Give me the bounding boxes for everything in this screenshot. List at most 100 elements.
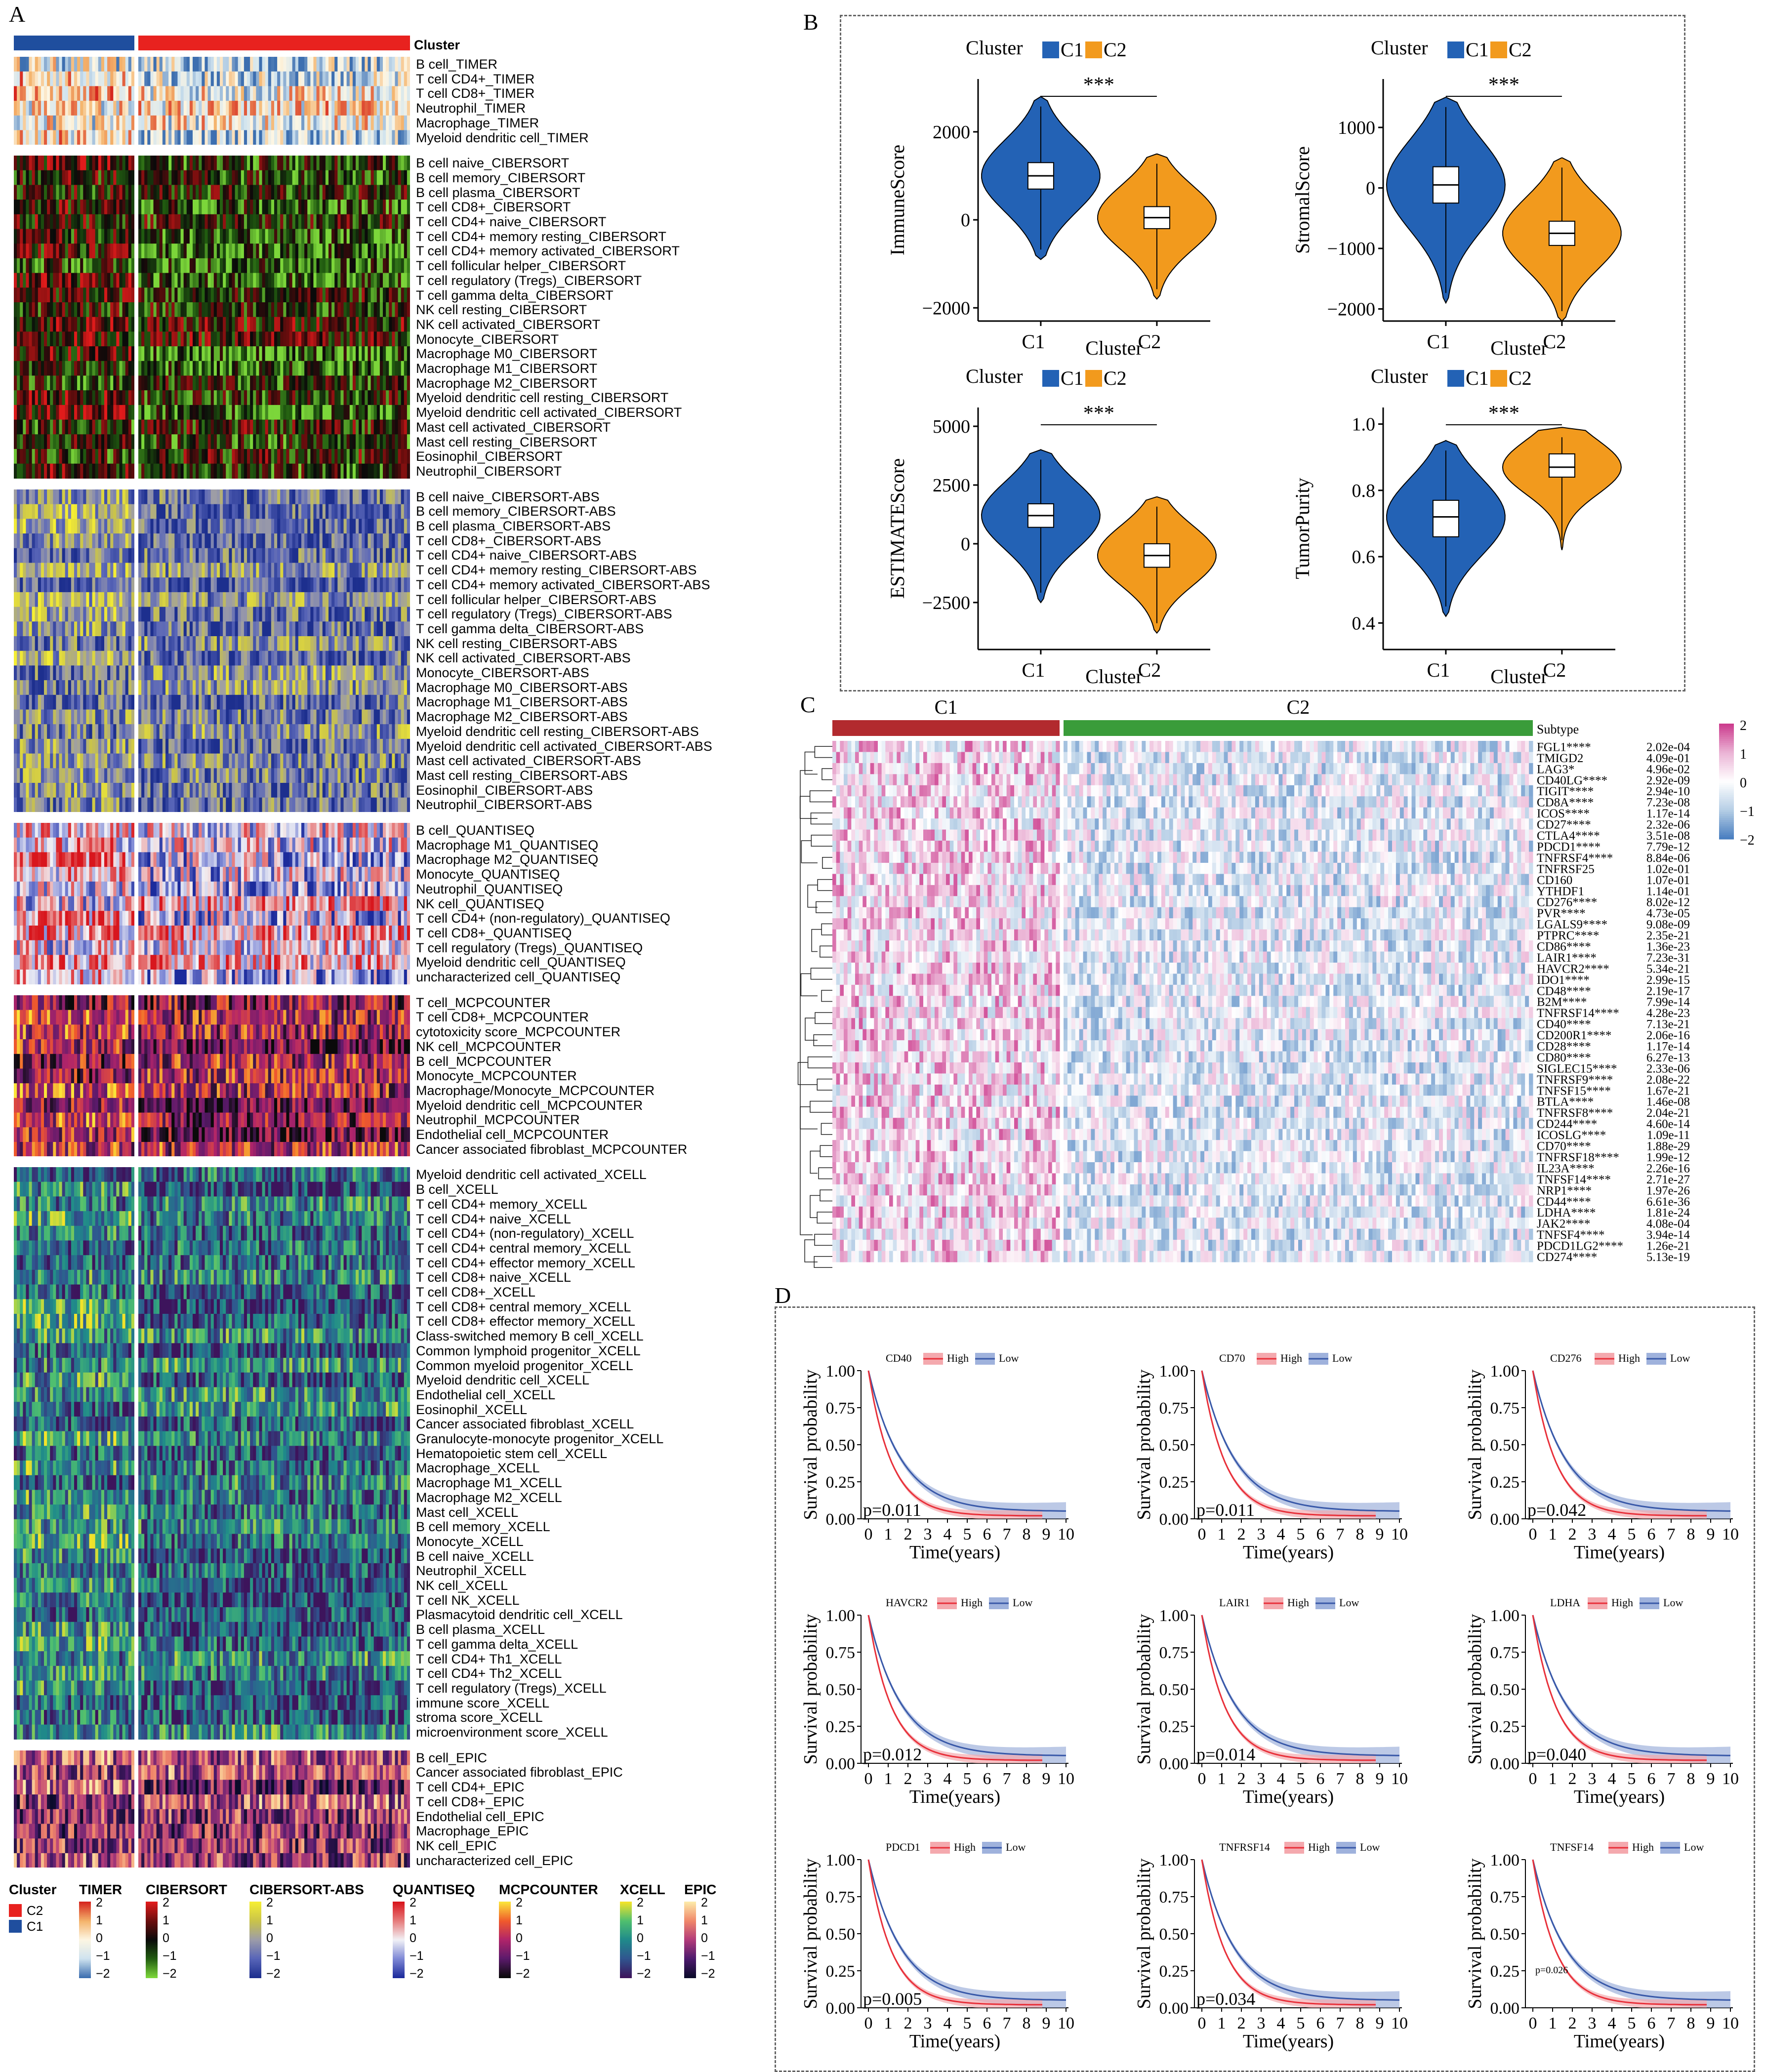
legend-tick: −2: [516, 1967, 530, 1981]
x-tick-label: 7: [1667, 1770, 1676, 1788]
x-tick-label: 8: [1356, 2014, 1364, 2032]
heatmap-row-label: T cell CD8+ effector memory_XCELL: [416, 1314, 635, 1329]
panel-d-letter: D: [775, 1282, 791, 1308]
gene-label: CD44****: [1537, 1195, 1591, 1209]
heatmap-row-label: B cell_MCPCOUNTER: [416, 1054, 552, 1069]
violin-legend-c1: C1: [1061, 367, 1084, 389]
gene-label: YTHDF1: [1537, 885, 1584, 898]
x-tick-label: 7: [1336, 1525, 1345, 1544]
row-dendrogram: [797, 746, 832, 1268]
y-tick-label: 0.75: [1159, 1399, 1189, 1418]
gene-pvalue: 1.81e-24: [1646, 1206, 1690, 1219]
x-tick-label: 4: [1608, 2014, 1616, 2032]
legend-tick: −2: [163, 1967, 177, 1981]
heatmap-row-label: T cell regulatory (Tregs)_XCELL: [416, 1681, 607, 1696]
survival-plot-tnfrsf14: TNFRSF14 High Low 1.00 0.75 0.50 0.25 0.00 0 1 2 3 4…: [1134, 1841, 1408, 2052]
y-tick-label: 1.00: [1490, 1607, 1520, 1625]
dendrogram-root: [800, 770, 813, 1235]
heatmap-row-label: B cell plasma_CIBERSORT: [416, 185, 580, 200]
heatmap-row-label: NK cell_EPIC: [416, 1838, 497, 1853]
heatmap-row-label: T cell CD8+_CIBERSORT: [416, 200, 571, 214]
legend-low: Low: [1339, 1596, 1359, 1609]
heatmap-row-label: T cell regulatory (Tregs)_QUANTISEQ: [416, 940, 643, 955]
heatmap-row-label: T cell CD8+_MCPCOUNTER: [416, 1010, 589, 1024]
survival-gene-label: LDHA: [1550, 1596, 1580, 1609]
gene-pvalue: 4.08e-04: [1646, 1218, 1690, 1231]
x-tick-label: 2: [904, 1770, 912, 1788]
legend-high: High: [954, 1841, 976, 1853]
y-axis-label: Survival probability: [800, 1614, 821, 1764]
x-tick-label: 0: [1198, 2014, 1206, 2032]
y-tick-label: 0.25: [1490, 1962, 1520, 1981]
gene-label: TNFSF15****: [1537, 1084, 1611, 1097]
heatmap-row-label: Myeloid dendritic cell_QUANTISEQ: [416, 955, 626, 970]
x-axis-label: Cluster: [1490, 665, 1548, 688]
legend-tick: 1: [516, 1913, 523, 1928]
gene-label: NRP1****: [1537, 1184, 1592, 1197]
x-tick-label: 8: [1023, 1525, 1031, 1544]
gene-pvalue: 2.99e-15: [1646, 974, 1690, 987]
x-tick-label: 4: [1608, 1770, 1616, 1788]
y-tick-label: 0.50: [826, 1681, 856, 1699]
gene-label: TNFRSF14****: [1537, 1007, 1619, 1020]
gene-pvalue: 7.23e-08: [1646, 796, 1690, 810]
x-tick-label: 5: [1628, 1770, 1636, 1788]
gene-label: LAG3*: [1537, 763, 1574, 776]
survival-curve-low: [1201, 1615, 1400, 1756]
heatmap-row-label: Macrophage M1_QUANTISEQ: [416, 838, 598, 853]
x-tick-label: 9: [1042, 1525, 1051, 1544]
violin-legend-swatch-c2: [1490, 41, 1507, 58]
x-axis-label: Cluster: [1085, 337, 1143, 359]
x-tick-label: 0: [1198, 1525, 1206, 1544]
x-tick-label: 6: [1316, 1525, 1325, 1544]
x-tick-label: 1: [1549, 2014, 1557, 2032]
heatmap-row-label: Plasmacytoid dendritic cell_XCELL: [416, 1607, 623, 1622]
legend-gradient-epic: [684, 1902, 696, 1978]
heatmap-row-label: Macrophage M0_CIBERSORT-ABS: [416, 680, 628, 695]
x-tick-label: 10: [1391, 1770, 1408, 1788]
gene-label: CD27****: [1537, 818, 1591, 832]
heatmap-row-label: Myeloid dendritic cell resting_CIBERSORT…: [416, 724, 699, 739]
y-tick-label: 0.25: [1490, 1718, 1520, 1736]
heatmap-row-label: Macrophage_EPIC: [416, 1824, 529, 1838]
heatmap-row-label: Monocyte_XCELL: [416, 1534, 524, 1549]
heatmap-row-label: Macrophage_TIMER: [416, 116, 539, 130]
x-tick-label: 9: [1376, 1525, 1384, 1544]
panel-c-letter: C: [800, 691, 816, 718]
x-tick-label: 4: [1277, 2014, 1285, 2032]
gene-pvalue: 1.36e-23: [1646, 940, 1690, 953]
x-tick-label: 3: [1257, 2014, 1266, 2032]
gene-label: TNFRSF25: [1537, 862, 1595, 876]
survival-gene-label: CD40: [886, 1352, 912, 1364]
gene-label: TNFSF14****: [1537, 1173, 1611, 1186]
heatmap-row-label: Mast cell resting_CIBERSORT: [416, 435, 597, 449]
p-value-label: p=0.011: [863, 1500, 921, 1520]
x-tick-label: 10: [1391, 1525, 1408, 1544]
heatmap-block-cibersort-c1: [14, 156, 134, 479]
heatmap-row-label: Macrophage M1_CIBERSORT-ABS: [416, 694, 628, 709]
survival-curve-high: [1532, 1370, 1707, 1517]
x-tick-label: 7: [1336, 2014, 1345, 2032]
survival-gene-label: CD70: [1219, 1352, 1245, 1364]
gene-pvalue: 2.04e-21: [1646, 1106, 1690, 1120]
x-tick-label: C1: [1427, 330, 1450, 353]
gene-label: CD200R1****: [1537, 1029, 1611, 1042]
heatmap-row-label: Myeloid dendritic cell activated_XCELL: [416, 1167, 647, 1182]
survival-curve-low: [1201, 1859, 1400, 2001]
x-tick-label: C1: [1022, 659, 1045, 681]
heatmap-block-epic-c2: [138, 1750, 410, 1868]
y-tick-label: 0.00: [1490, 1510, 1520, 1529]
y-axis-label: TumorPurity: [1291, 478, 1313, 579]
heatmap-row-label: Macrophage M2_CIBERSORT: [416, 376, 597, 391]
x-tick-label: 8: [1023, 1770, 1031, 1788]
heatmap-row-label: Neutrophil_TIMER: [416, 101, 526, 116]
x-tick-label: 2: [1568, 2014, 1577, 2032]
legend-high: High: [1287, 1596, 1309, 1609]
heatmap-block-xcell-c2: [138, 1167, 410, 1740]
gene-pvalue: 1.07e-01: [1646, 874, 1690, 887]
gene-label: PDCD1LG2****: [1537, 1240, 1623, 1253]
heatmap-row-label: Mast cell_XCELL: [416, 1505, 518, 1520]
x-tick-label: 6: [1316, 1770, 1325, 1788]
y-tick-label: 1.00: [1490, 1362, 1520, 1381]
legend-tick: −1: [701, 1949, 715, 1963]
